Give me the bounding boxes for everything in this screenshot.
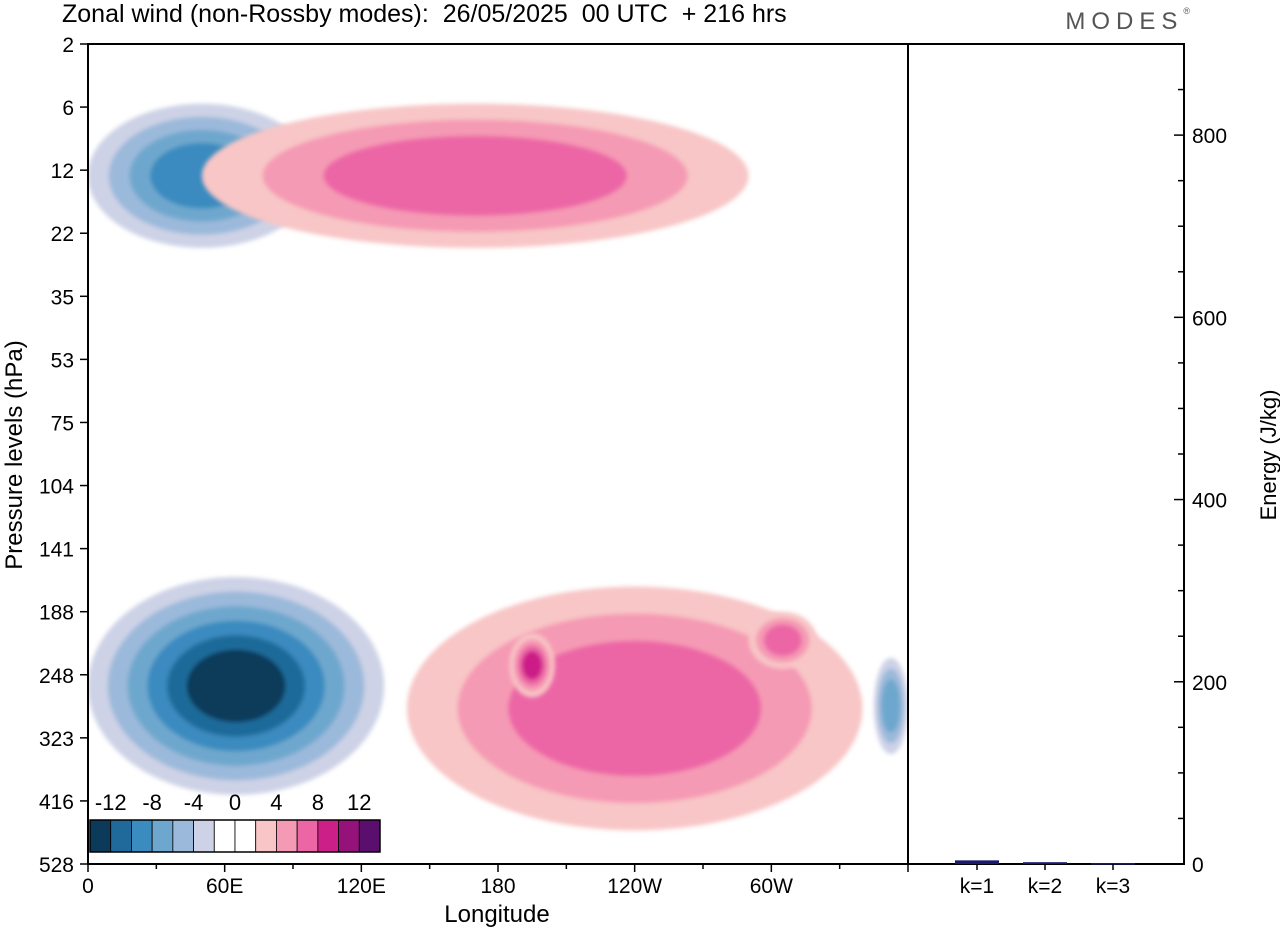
- contour-field: [88, 103, 908, 831]
- energy-category-label: k=2: [1028, 875, 1062, 898]
- y-tick-label: 53: [51, 349, 74, 372]
- energy-tick-label: 200: [1192, 672, 1227, 695]
- energy-bar: [1023, 862, 1067, 864]
- energy-axis: 0 200 400 600 800: [1174, 43, 1227, 877]
- colorbar-swatch: [234, 819, 257, 853]
- contour-feature: [88, 576, 385, 795]
- colorbar-swatch: [193, 819, 215, 853]
- colorbar-swatch: [172, 819, 194, 853]
- contour-level: [763, 624, 802, 657]
- x-tick-label: 180: [480, 875, 515, 898]
- x-tick-label: 120E: [337, 875, 386, 898]
- colorbar-label: -8: [142, 790, 162, 815]
- colorbar-swatch: [296, 819, 319, 853]
- contour-level: [881, 679, 901, 733]
- y-tick-label: 528: [39, 854, 74, 877]
- colorbar-swatch: [338, 819, 360, 853]
- contour-feature: [748, 611, 817, 669]
- colorbar-swatch: [89, 819, 112, 853]
- colorbar-swatch: [213, 819, 236, 853]
- y-tick-label: 12: [51, 160, 74, 183]
- colorbar-label: 4: [270, 790, 282, 815]
- colorbar-swatch: [110, 819, 132, 853]
- colorbar-swatch: [276, 819, 298, 853]
- y-tick-label: 323: [39, 728, 74, 751]
- energy-bar: [1091, 863, 1135, 865]
- contour-level: [323, 135, 628, 216]
- contour-level: [508, 640, 762, 777]
- y-tick-label: 2: [62, 34, 74, 57]
- energy-panel-frame: [907, 43, 1185, 865]
- y-tick-label: 188: [39, 602, 74, 625]
- energy-category-label: k=1: [960, 875, 994, 898]
- colorbar-label: -4: [184, 790, 204, 815]
- colorbar-swatch: [255, 819, 277, 853]
- colorbar-swatch: [151, 819, 174, 853]
- colorbar-swatch: [131, 819, 153, 853]
- colorbar-label: 0: [229, 790, 241, 815]
- colorbar: -12 -8 -4 0 4 8 12: [89, 790, 381, 853]
- energy-tick-label: 0: [1192, 854, 1204, 877]
- y-tick-label: 6: [62, 97, 74, 120]
- modes-logo: MODES®: [1065, 6, 1190, 35]
- x-tick-label: 0: [82, 875, 94, 898]
- y-axis-label: Pressure levels (hPa): [1, 340, 28, 569]
- y-tick-label: 104: [39, 476, 74, 499]
- energy-tick-label: 600: [1192, 307, 1227, 330]
- y-tick-label: 35: [51, 286, 74, 309]
- colorbar-label: 12: [347, 790, 371, 815]
- contour-feature: [201, 103, 749, 248]
- contour-feature: [873, 657, 908, 755]
- y-axis: 2 6 12 22 35 53 75 104 141 188 248 323 416 528: [39, 34, 88, 877]
- x-axis: 0 60E 120E 180 120W 60W: [82, 864, 909, 898]
- energy-tick-label: 800: [1192, 125, 1227, 148]
- energy-bars: k=1 k=2 k=3: [955, 860, 1135, 898]
- energy-axis-label: Energy (J/kg): [1256, 390, 1280, 521]
- contour-level: [186, 649, 286, 723]
- x-tick-label: 60W: [750, 875, 793, 898]
- colorbar-swatch: [317, 819, 339, 853]
- contour-feature: [509, 633, 555, 698]
- y-tick-label: 141: [39, 539, 74, 562]
- contour-level: [521, 650, 543, 680]
- x-tick-label: 120W: [607, 875, 662, 898]
- energy-tick-label: 400: [1192, 490, 1227, 513]
- y-tick-label: 416: [39, 791, 74, 814]
- colorbar-label: 8: [312, 790, 324, 815]
- y-tick-label: 75: [51, 412, 74, 435]
- colorbar-swatch: [358, 819, 381, 853]
- y-tick-label: 248: [39, 665, 74, 688]
- colorbar-frame: [89, 819, 381, 853]
- energy-bar: [955, 860, 999, 864]
- energy-category-label: k=3: [1096, 875, 1130, 898]
- x-axis-label: Longitude: [444, 901, 549, 928]
- chart-title: Zonal wind (non-Rossby modes): 26/05/202…: [62, 0, 787, 28]
- colorbar-label: -12: [95, 790, 127, 815]
- y-tick-label: 22: [51, 223, 74, 246]
- x-tick-label: 60E: [206, 875, 243, 898]
